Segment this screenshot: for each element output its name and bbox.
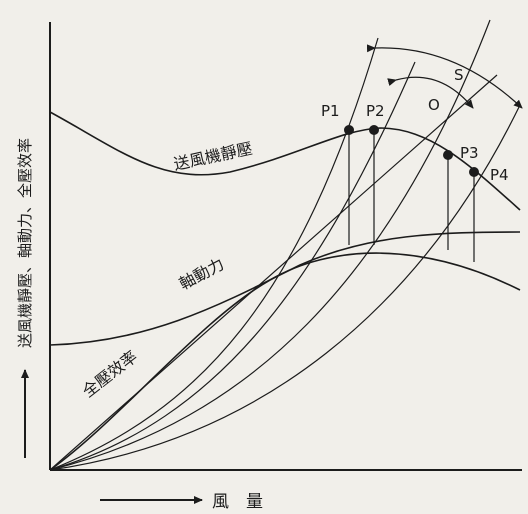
- resistance-curve-3: [49, 19, 491, 471]
- point-p1: [344, 125, 354, 135]
- point-p2: [369, 125, 379, 135]
- y-axis-label: 送風機靜壓、軸動力、全壓效率: [16, 138, 34, 348]
- x-axis-label: 風 量: [212, 492, 263, 512]
- label-p2: P2: [366, 102, 385, 120]
- label-p1: P1: [321, 102, 340, 120]
- shaft-power-curve: [49, 231, 521, 346]
- label-shaft-power: 軸動力: [176, 254, 227, 293]
- arc-s: [366, 44, 523, 109]
- point-p4: [469, 167, 479, 177]
- resistance-curve-1: [49, 37, 379, 471]
- label-p4: P4: [490, 166, 509, 184]
- point-p3: [443, 150, 453, 160]
- label-p3: P3: [460, 144, 479, 162]
- arc-o: [387, 76, 474, 109]
- label-region-s: S: [454, 66, 464, 84]
- resistance-curve-2: [49, 61, 416, 471]
- label-region-o: O: [428, 96, 440, 114]
- fan-static-pressure-curve: [49, 111, 521, 211]
- label-total-efficiency: 全壓效率: [79, 347, 141, 401]
- ray-line: [49, 74, 498, 471]
- total-efficiency-curve: [49, 252, 521, 471]
